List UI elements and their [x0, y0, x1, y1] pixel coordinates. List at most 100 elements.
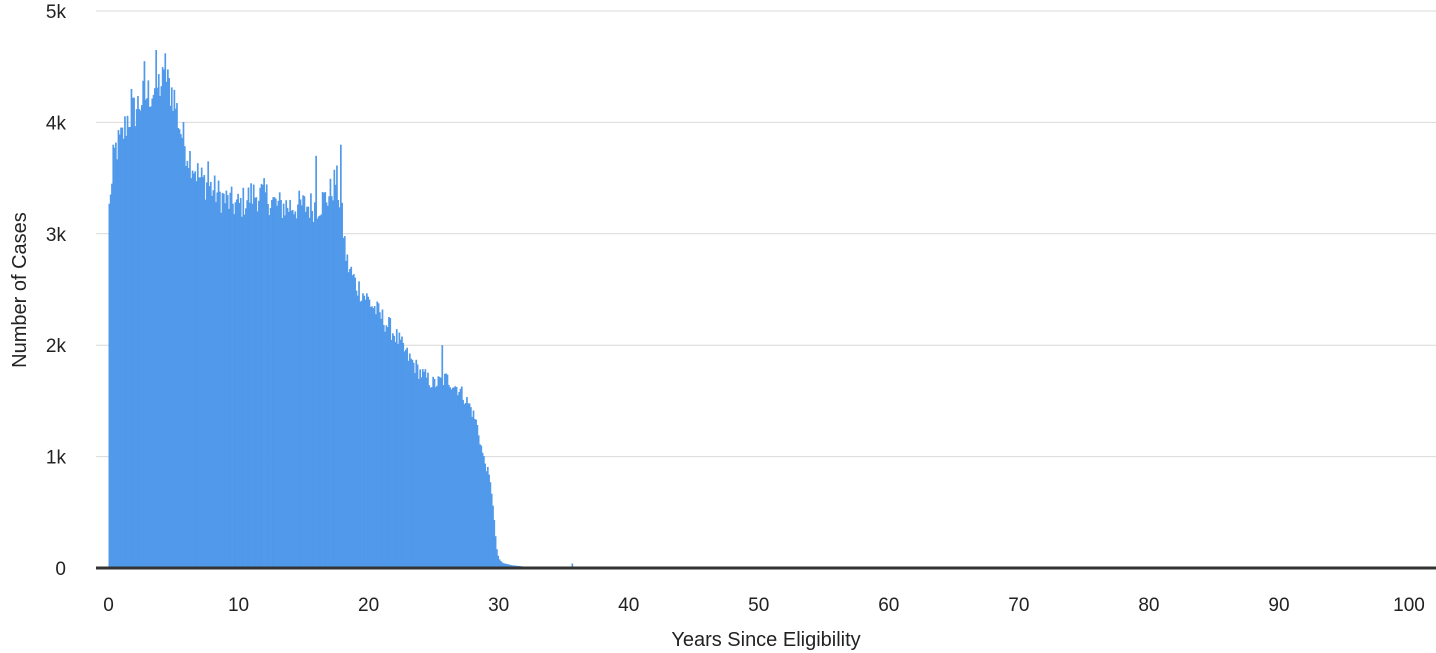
histogram-bar	[477, 435, 480, 568]
histogram-bar	[308, 217, 311, 568]
histogram-bar	[154, 88, 156, 568]
histogram-bar	[299, 199, 302, 568]
histogram-bar	[219, 191, 221, 568]
histogram-bar	[198, 177, 200, 568]
histogram-bar	[496, 549, 498, 568]
histogram-bar	[263, 178, 265, 569]
histogram-bar	[254, 197, 256, 568]
histogram-bar	[193, 173, 195, 568]
histogram-bar	[222, 193, 225, 568]
histogram-bar	[271, 200, 273, 568]
x-tick-label: 90	[1268, 595, 1289, 616]
histogram-bar	[168, 78, 171, 568]
histogram-bar	[224, 203, 226, 569]
histogram-bar	[233, 214, 236, 568]
histogram-bar	[191, 170, 194, 568]
histogram-bar	[403, 351, 406, 568]
histogram-bar	[206, 182, 208, 569]
histogram-bar	[126, 115, 129, 568]
histogram-bar	[122, 138, 125, 569]
histogram-bar	[144, 99, 147, 569]
histogram-bar	[178, 129, 181, 568]
histogram-bar	[251, 203, 254, 568]
histogram-bar	[213, 175, 216, 568]
histogram-bar	[393, 335, 396, 568]
histogram-bar	[143, 61, 146, 568]
histogram-bar	[352, 274, 355, 568]
histogram-bar	[416, 364, 419, 568]
histogram-bar	[250, 183, 252, 568]
histogram-bar	[317, 216, 320, 569]
histogram-bar	[274, 198, 277, 568]
histogram-bar	[401, 336, 403, 568]
histogram-bar	[245, 208, 247, 568]
histogram-bar	[571, 563, 574, 568]
histogram-bar	[371, 306, 373, 568]
histogram-bar	[394, 342, 397, 568]
x-tick-label: 80	[1138, 595, 1159, 616]
histogram-bar	[483, 455, 485, 568]
histogram-bar	[323, 192, 325, 568]
histogram-bar	[503, 563, 506, 568]
histogram-bar	[246, 200, 249, 568]
histogram-bar	[272, 197, 275, 568]
histogram-bar	[407, 360, 410, 568]
histogram-bar	[306, 206, 308, 568]
histogram-bar	[333, 169, 336, 569]
histogram-bar	[183, 146, 186, 568]
histogram-bar	[472, 410, 475, 568]
histogram-bar	[225, 190, 228, 568]
histogram-bar	[148, 106, 151, 569]
histogram-bar	[506, 564, 509, 568]
histogram-bar	[486, 466, 489, 568]
histogram-bar	[424, 369, 427, 568]
histogram-bar	[195, 181, 198, 568]
histogram-bar	[200, 167, 203, 569]
histogram-bar	[116, 159, 118, 568]
histogram-bar	[117, 130, 120, 568]
histogram-bar	[248, 202, 251, 568]
histogram-bar	[442, 385, 445, 568]
histogram-bar	[230, 186, 233, 569]
histogram-bar	[131, 97, 134, 568]
histogram-bar	[440, 377, 442, 568]
histogram-bar	[463, 404, 466, 568]
histogram-bar	[375, 314, 377, 568]
histogram-bar	[304, 211, 307, 568]
histogram-bar	[490, 493, 493, 568]
histogram-bar	[221, 192, 224, 568]
histogram-bar	[194, 171, 197, 568]
histogram-bars	[108, 49, 575, 569]
histogram-bar	[208, 186, 211, 568]
histogram-bar	[298, 190, 301, 568]
histogram-bar	[455, 387, 458, 568]
histogram-bar	[425, 377, 428, 568]
histogram-bar	[278, 192, 281, 568]
histogram-bar	[337, 199, 340, 568]
histogram-bar	[354, 277, 356, 568]
histogram-bar	[121, 127, 124, 568]
histogram-bar	[376, 301, 379, 568]
histogram-bar	[289, 199, 291, 569]
histogram-bar	[124, 116, 126, 568]
histogram-bar	[410, 358, 412, 568]
histogram-bar	[399, 339, 402, 568]
histogram-bar	[315, 155, 317, 568]
histogram-bar	[347, 272, 350, 568]
histogram-bar	[329, 178, 332, 569]
histogram-bar	[128, 127, 130, 568]
histogram-bar	[369, 306, 372, 568]
histogram-bar	[290, 210, 293, 568]
histogram-bar	[291, 209, 294, 569]
histogram-bar	[112, 144, 115, 568]
histogram-bar	[269, 207, 272, 568]
histogram-bar	[293, 214, 295, 569]
histogram-bar	[151, 98, 154, 568]
x-axis-title: Years Since Eligibility	[671, 629, 860, 651]
histogram-bar	[216, 192, 219, 569]
histogram-bar	[241, 216, 243, 568]
histogram-bar	[297, 204, 299, 569]
histogram-bar	[368, 299, 371, 568]
histogram-bar	[437, 376, 440, 568]
